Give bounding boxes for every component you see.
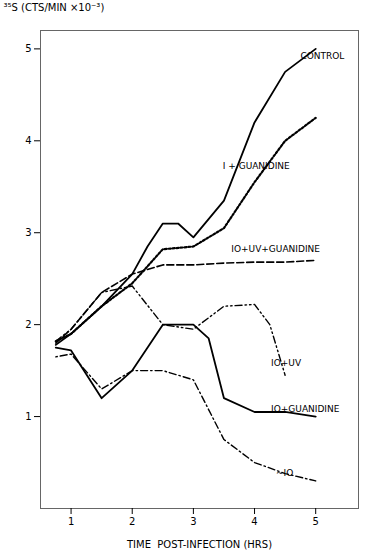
svg-text:CONTROL: CONTROL <box>300 51 344 61</box>
svg-text:4: 4 <box>251 516 257 527</box>
svg-text:3: 3 <box>25 227 31 238</box>
svg-text:IO+GUANIDINE: IO+GUANIDINE <box>271 404 340 414</box>
svg-text:4: 4 <box>25 135 31 146</box>
svg-text:1: 1 <box>25 411 31 422</box>
svg-text:TIME POST-INFECTION (HRS): TIME POST-INFECTION (HRS) <box>126 539 272 550</box>
svg-text:~IO: ~IO <box>276 468 293 478</box>
svg-text:IO+UV: IO+UV <box>271 358 302 368</box>
svg-text:2: 2 <box>25 319 31 330</box>
svg-text:I + GUANIDINE: I + GUANIDINE <box>223 161 290 171</box>
svg-text:IO+UV+GUANIDINE: IO+UV+GUANIDINE <box>231 244 320 254</box>
svg-text:5: 5 <box>25 43 31 54</box>
svg-text:1: 1 <box>68 516 74 527</box>
svg-text:3: 3 <box>190 516 196 527</box>
svg-text:5: 5 <box>313 516 319 527</box>
svg-text:³⁵S (CTS/MIN ×10⁻³): ³⁵S (CTS/MIN ×10⁻³) <box>4 2 105 13</box>
svg-text:2: 2 <box>129 516 135 527</box>
